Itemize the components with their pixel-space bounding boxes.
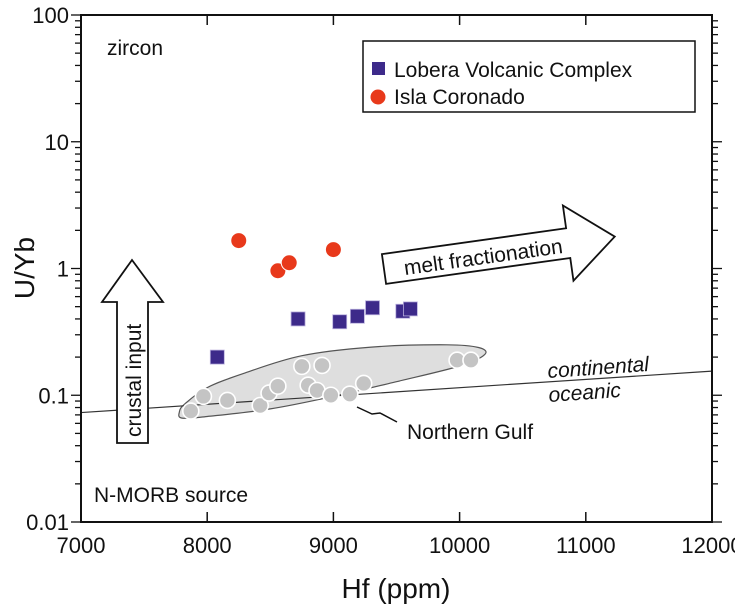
y-tick-label: 0.1 — [38, 383, 69, 408]
lobera-point — [349, 308, 365, 324]
y-tick-label: 100 — [32, 3, 69, 28]
northern-gulf-point — [269, 377, 287, 395]
lobera-point — [290, 311, 306, 327]
crustal-input-label: crustal input — [123, 324, 146, 437]
oceanic-label: oceanic — [548, 379, 622, 407]
northern-gulf-point — [462, 351, 480, 370]
isla-coronado-point — [324, 241, 342, 259]
melt-fractionation-arrow: melt fractionation — [380, 203, 617, 285]
panel-label: zircon — [107, 37, 163, 60]
lobera-points — [209, 300, 418, 365]
x-axis-title: Hf (ppm) — [342, 573, 451, 604]
axis-ticks — [71, 14, 722, 523]
lobera-point — [365, 300, 380, 316]
isla-coronado-point — [280, 254, 298, 272]
legend-label-isla-coronado: Isla Coronado — [394, 86, 525, 109]
northern-gulf-leader — [356, 406, 398, 423]
x-tick-label: 11000 — [556, 533, 616, 558]
x-tick-label: 10000 — [429, 533, 490, 558]
x-tick-label: 7000 — [57, 533, 106, 558]
legend-label-lobera: Lobera Volcanic Complex — [394, 59, 633, 82]
northern-gulf-point — [181, 402, 200, 420]
northern-gulf-point — [354, 374, 373, 393]
northern-gulf-points — [181, 351, 480, 420]
isla-coronado-point — [230, 232, 248, 250]
northern-gulf-point — [341, 385, 359, 403]
y-tick-label: 10 — [45, 130, 69, 155]
source-label: N-MORB source — [94, 484, 248, 507]
northern-gulf-point — [194, 387, 213, 406]
legend: Lobera Volcanic Complex Isla Coronado — [362, 40, 696, 113]
northern-gulf-point — [251, 396, 270, 415]
legend-marker-lobera — [372, 62, 385, 75]
y-tick-labels: 0.01 0.1 1 10 100 — [26, 3, 69, 535]
legend-marker-isla-coronado — [370, 89, 386, 105]
y-axis-title: U/Yb — [9, 237, 40, 299]
x-tick-label: 9000 — [309, 533, 358, 558]
x-tick-label: 8000 — [183, 533, 232, 558]
northern-gulf-point — [293, 357, 311, 376]
isla-coronado-points — [230, 232, 342, 280]
northern-gulf-label: Northern Gulf — [407, 421, 533, 444]
lobera-point — [209, 349, 225, 365]
northern-gulf-point — [218, 391, 237, 410]
y-tick-label: 0.01 — [26, 510, 69, 535]
northern-gulf-point — [322, 386, 340, 405]
lobera-point — [332, 314, 348, 330]
continental-label: continental — [547, 353, 651, 383]
y-tick-label: 1 — [57, 257, 69, 282]
northern-gulf-point — [313, 356, 331, 375]
lobera-point — [402, 301, 418, 317]
crustal-input-arrow: crustal input — [100, 258, 165, 444]
